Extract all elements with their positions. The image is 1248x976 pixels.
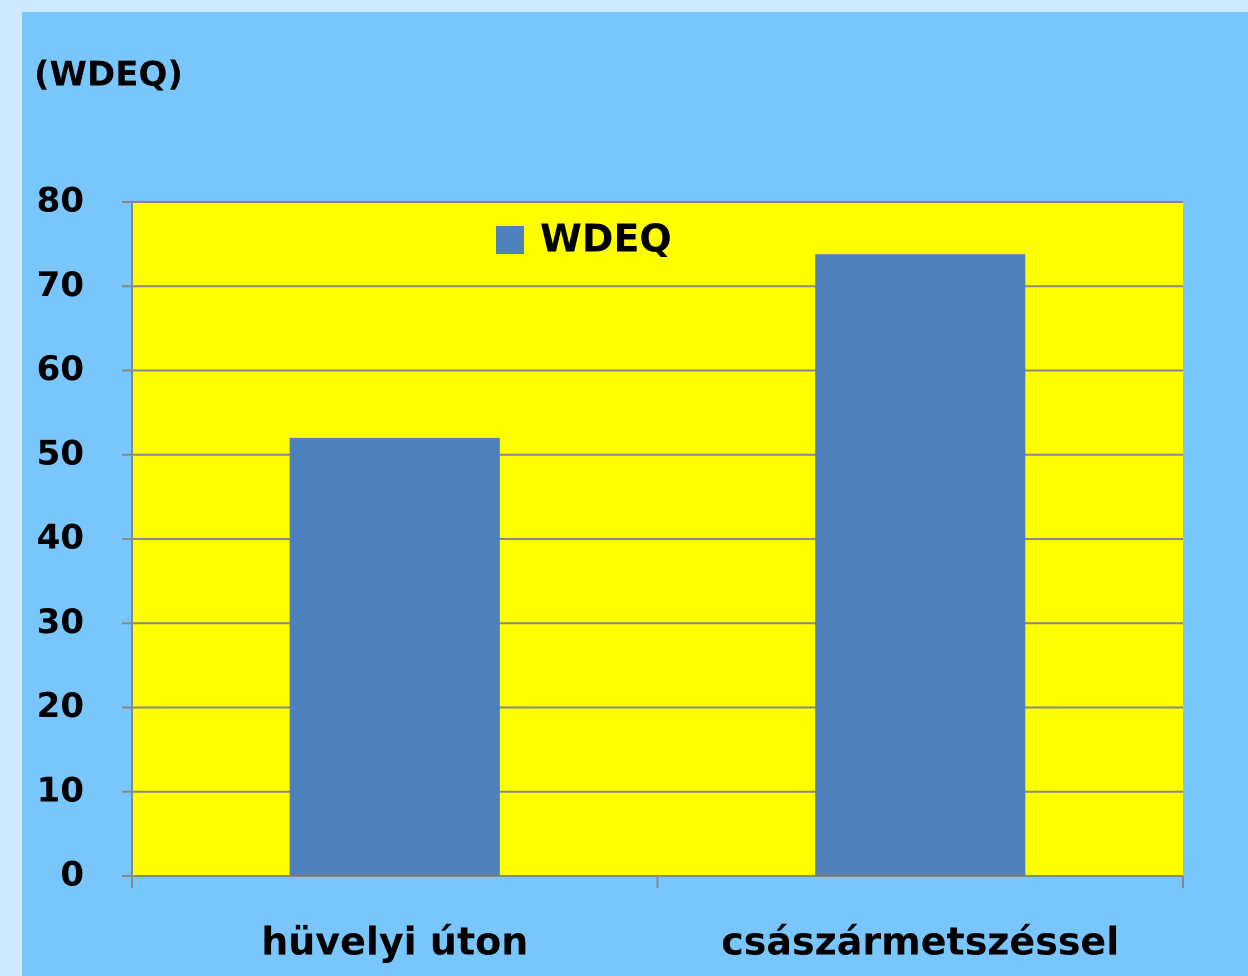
legend-swatch [496,226,524,254]
y-tick-label: 0 [60,855,84,895]
y-tick-label: 30 [37,602,84,642]
x-tick-label: császármetszéssel [721,920,1119,964]
y-axis-title: (WDEQ) [34,55,183,95]
y-tick-label: 50 [37,433,84,473]
bar [815,254,1026,877]
y-tick-label: 70 [37,265,84,305]
y-tick-label: 20 [37,686,84,726]
y-tick-label: 10 [37,770,84,810]
bar [289,437,500,876]
y-tick-label: 60 [37,349,84,389]
y-tick-label: 80 [37,181,84,221]
y-tick-label: 40 [37,518,84,558]
x-tick-label: hüvelyi úton [261,920,528,964]
legend-label: WDEQ [540,217,672,261]
